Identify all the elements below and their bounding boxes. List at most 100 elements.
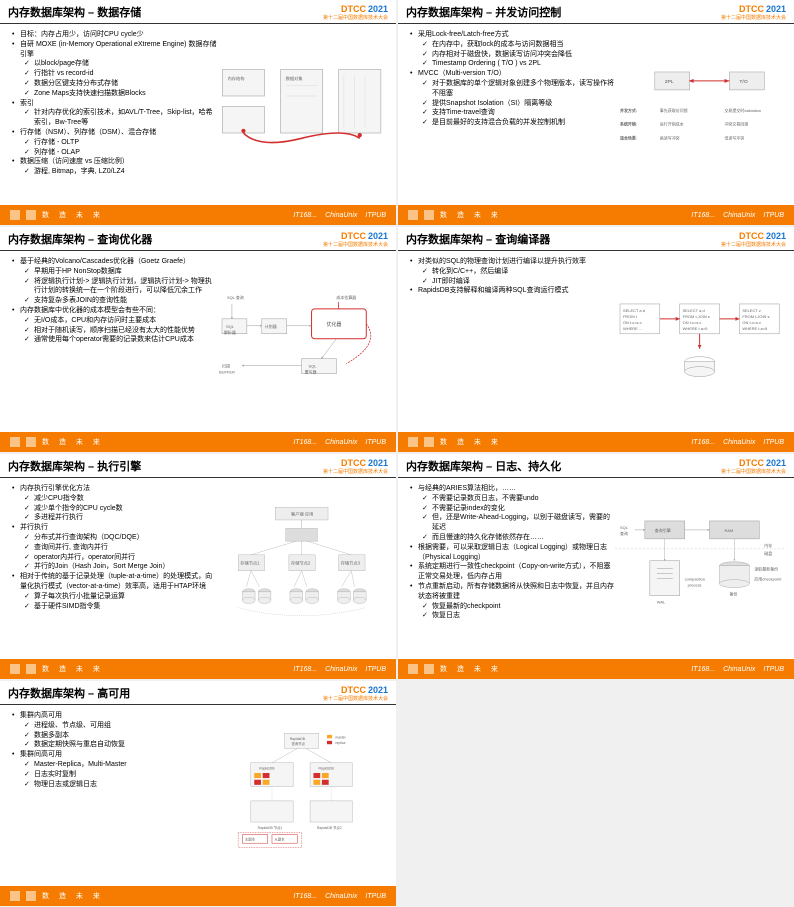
svg-text:ON t.c=s.c: ON t.c=s.c bbox=[682, 320, 701, 325]
svg-text:ON t.c=s.c: ON t.c=s.c bbox=[623, 320, 642, 325]
svg-text:BUFFER: BUFFER bbox=[219, 369, 235, 374]
bullet-item: 减少CPU指令数 bbox=[24, 494, 217, 504]
bullet-item: 而且慢速的持久化存储依然存在…… bbox=[422, 533, 615, 543]
svg-text:运行开销成本: 运行开销成本 bbox=[660, 121, 684, 126]
footer-tile-icon bbox=[10, 891, 20, 901]
sponsor: ChinaUnix bbox=[325, 439, 357, 446]
svg-text:查询节点: 查询节点 bbox=[291, 741, 305, 746]
bullet-item: RapidsDB支持解释和编译两种SQL查询运行模式 bbox=[408, 286, 615, 296]
bullet-item: 索引针对内存优化的索引技术，如AVL/T-Tree，Skip-list，哈希索引… bbox=[10, 99, 217, 128]
svg-text:冲突交易回滚: 冲突交易回滚 bbox=[724, 121, 748, 126]
diagram-column: RapidsDB查询节点 master replica RapidsDB Rap… bbox=[217, 711, 386, 874]
sponsor: ChinaUnix bbox=[723, 439, 755, 446]
svg-text:交易提交时validation: 交易提交时validation bbox=[724, 108, 761, 113]
bullet-item: 基于经典的Volcano/Cascades优化器（Goetz Graefe）早期… bbox=[10, 257, 217, 306]
slide-header: 内存数据库架构 – 数据存储 DTCC 2021 第十二届中国数据库技术大会 bbox=[0, 0, 396, 24]
bullet-item: 转化到C/C++，然后编译 bbox=[422, 267, 615, 277]
footer-tile-icon bbox=[424, 210, 434, 220]
diagram-column: 2PL T/O 并发方式: 事先获取访问锁 交易提交时validation系统开… bbox=[615, 30, 784, 193]
sponsor: IT168... bbox=[293, 212, 317, 219]
footer-tile-icon bbox=[10, 437, 20, 447]
footer-sponsors: IT168...ChinaUnixITPUB bbox=[293, 212, 386, 219]
bullet-item: 数据分区键支持分布式存储 bbox=[24, 79, 217, 89]
slide-content: 采用Lock-free/Latch-free方式在内存中，获取lock的成本与访… bbox=[398, 24, 794, 199]
footer-slogan: 数 造 未 来 bbox=[42, 437, 104, 447]
footer-tile-icon bbox=[408, 210, 418, 220]
slide-content: 基于经典的Volcano/Cascades优化器（Goetz Graefe）早期… bbox=[0, 251, 396, 426]
svg-text:磁盘: 磁盘 bbox=[764, 551, 772, 556]
footer-tile-icon bbox=[26, 664, 36, 674]
svg-text:SELECT z: SELECT z bbox=[742, 308, 760, 313]
footer-slogan: 数 造 未 来 bbox=[440, 664, 502, 674]
diagram-column: 内存结构 数据对象 bbox=[217, 30, 386, 193]
text-column: 目标：内存占用少，访问时CPU cycle少自研 MOXE (in-Memory… bbox=[10, 30, 217, 193]
bullet-item: 不需要记录数页日志，不需要undo bbox=[422, 494, 615, 504]
svg-text:扫描: 扫描 bbox=[222, 363, 230, 368]
svg-text:应用checkpoint: 应用checkpoint bbox=[754, 576, 782, 581]
bullet-item: 根据需要，可以采取逻辑日志（Logical Logging）或物理日志（Phys… bbox=[408, 543, 615, 563]
bullet-item: 无I/O成本，CPU和内存访问时主要成本 bbox=[24, 316, 217, 326]
svg-text:并发方式:: 并发方式: bbox=[620, 108, 637, 113]
bullet-item: 行存储 - OLTP bbox=[24, 138, 217, 148]
bullet-item: MVCC（Multi-version T/O）对于数据库的单个逻辑对象创建多个物… bbox=[408, 69, 615, 128]
conference-logo: DTCC 2021 第十二届中国数据库技术大会 bbox=[323, 4, 388, 21]
slide-title: 内存数据库架构 – 查询编译器 bbox=[406, 231, 550, 247]
svg-text:T/O: T/O bbox=[739, 79, 747, 85]
svg-text:FROM t: FROM t bbox=[623, 314, 638, 319]
svg-text:SELECT a,d: SELECT a,d bbox=[682, 308, 704, 313]
sponsor: IT168... bbox=[691, 439, 715, 446]
sponsor: IT168... bbox=[691, 666, 715, 673]
svg-text:计划器: 计划器 bbox=[265, 324, 277, 329]
text-column: 与经典的ARIES算法相比，……不需要记录数页日志，不需要undo不需要记录in… bbox=[408, 484, 615, 647]
svg-text:RapidsDB 节点2: RapidsDB 节点2 bbox=[317, 825, 342, 830]
bullet-item: 恢复日志 bbox=[422, 611, 615, 621]
sponsor: ITPUB bbox=[763, 439, 784, 446]
footer-tile-icon bbox=[10, 664, 20, 674]
slide: 内存数据库架构 – 日志、持久化 DTCC 2021 第十二届中国数据库技术大会… bbox=[398, 454, 794, 679]
svg-text:从副本: 从副本 bbox=[274, 837, 285, 842]
footer-sponsors: IT168...ChinaUnixITPUB bbox=[293, 439, 386, 446]
footer-tile-icon bbox=[408, 664, 418, 674]
slide-header: 内存数据库架构 – 高可用 DTCC 2021 第十二届中国数据库技术大会 bbox=[0, 681, 396, 705]
text-column: 集群内高可用进程级、节点级、可用组数据多副本数据定期快照与重启自动恢复集群间高可… bbox=[10, 711, 217, 874]
svg-text:replica: replica bbox=[335, 741, 345, 745]
slide-title: 内存数据库架构 – 日志、持久化 bbox=[406, 458, 561, 474]
svg-text:SQL: SQL bbox=[226, 324, 235, 329]
svg-text:事先获取访问锁: 事先获取访问锁 bbox=[660, 108, 688, 113]
svg-text:存储节点1: 存储节点1 bbox=[240, 559, 260, 566]
svg-text:WHERE t.a>5: WHERE t.a>5 bbox=[742, 326, 768, 331]
sponsor: ITPUB bbox=[365, 212, 386, 219]
bullet-item: 并行执行分布式并行查询架构（DQC/DQE）查询间并行, 查询内并行operat… bbox=[10, 523, 217, 572]
footer-tile-icon bbox=[408, 437, 418, 447]
bullet-item: 采用Lock-free/Latch-free方式在内存中，获取lock的成本与访… bbox=[408, 30, 615, 69]
slide: 内存数据库架构 – 执行引擎 DTCC 2021 第十二届中国数据库技术大会 内… bbox=[0, 454, 396, 679]
conference-logo: DTCC 2021 第十二届中国数据库技术大会 bbox=[323, 231, 388, 248]
slide-content: 集群内高可用进程级、节点级、可用组数据多副本数据定期快照与重启自动恢复集群间高可… bbox=[0, 705, 396, 880]
svg-text:RapidsDB: RapidsDB bbox=[318, 767, 334, 771]
svg-text:高读写冲突: 高读写冲突 bbox=[660, 135, 680, 140]
footer-tile-icon bbox=[424, 664, 434, 674]
diagram-column: SELECT a,dFROM tON t.c=s.cWHERE ... SELE… bbox=[615, 257, 784, 420]
footer-sponsors: IT168...ChinaUnixITPUB bbox=[293, 893, 386, 900]
svg-text:解析器: 解析器 bbox=[224, 330, 236, 335]
slide-footer: 数 造 未 来 IT168...ChinaUnixITPUB bbox=[0, 659, 396, 679]
svg-text:数据对象: 数据对象 bbox=[286, 75, 303, 82]
bullet-item: 支持Time-travel查询 bbox=[422, 108, 615, 118]
svg-text:master: master bbox=[335, 735, 346, 739]
slide-title: 内存数据库架构 – 数据存储 bbox=[8, 4, 141, 20]
slide-title: 内存数据库架构 – 高可用 bbox=[8, 685, 130, 701]
bullet-item: 查询间并行, 查询内并行 bbox=[24, 543, 217, 553]
svg-text:读取最新备份: 读取最新备份 bbox=[754, 566, 778, 571]
bullet-item: 相对于传统的基于记录处理（tuple-at-a-time）的处理模式，向量化执行… bbox=[10, 572, 217, 611]
svg-text:系统开销:: 系统开销: bbox=[620, 121, 637, 126]
bullet-item: 是目前最好的支持混合负载的并发控制机制 bbox=[422, 118, 615, 128]
slide-title: 内存数据库架构 – 执行引擎 bbox=[8, 458, 141, 474]
svg-text:查询引擎: 查询引擎 bbox=[655, 528, 671, 533]
svg-text:备份: 备份 bbox=[729, 591, 737, 596]
bullet-item: 游程, Bitmap，字典, LZ0/LZ4 bbox=[24, 167, 217, 177]
svg-text:FROM t,JOIN s: FROM t,JOIN s bbox=[742, 314, 769, 319]
svg-text:process: process bbox=[687, 582, 701, 587]
bullet-item: 数据多副本 bbox=[24, 731, 217, 741]
slide-footer: 数 造 未 来 IT168...ChinaUnixITPUB bbox=[0, 886, 396, 906]
svg-text:WHERE t.a>5: WHERE t.a>5 bbox=[682, 326, 708, 331]
